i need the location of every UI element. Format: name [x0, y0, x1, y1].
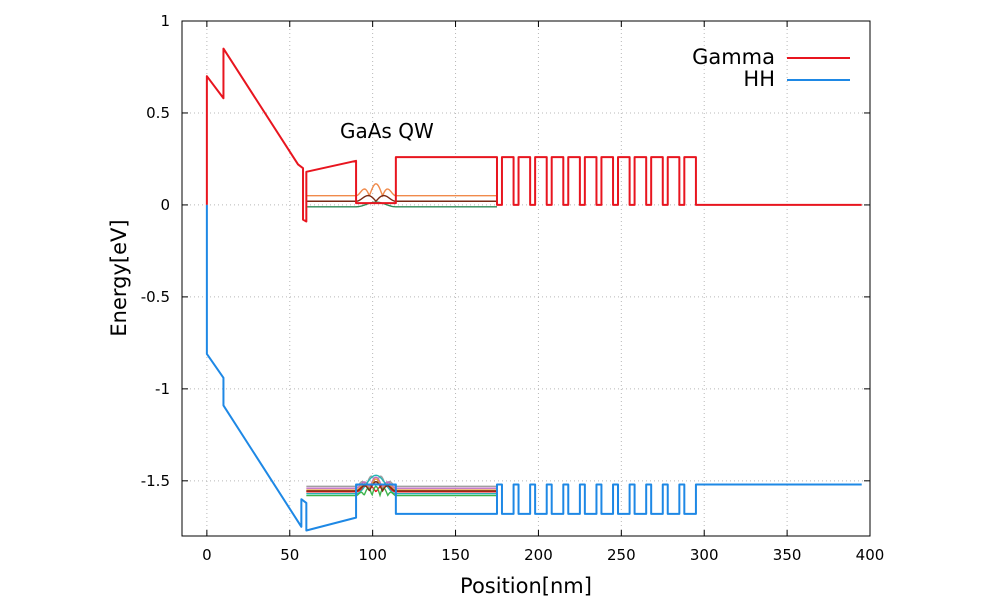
hole-state-line [306, 485, 497, 498]
hole-state-line [306, 475, 497, 488]
grid [182, 20, 871, 536]
x-tick-label: 0 [202, 546, 212, 564]
hole-state-line [306, 474, 497, 495]
hole-state-line [306, 476, 497, 490]
y-tick-label: 1 [160, 12, 170, 30]
legend-label-gamma: Gamma [692, 45, 775, 69]
y-tick-label: 0 [160, 196, 170, 214]
electron-state-line [306, 201, 497, 208]
legend: Gamma HH [692, 45, 850, 91]
axis-ticks: 0 50 100 150 200 250 300 350 400 1 0.5 0 -0.5 -1 -1.5 [141, 12, 885, 564]
hole-state-line [306, 478, 497, 492]
x-tick-label: 250 [607, 546, 636, 564]
x-tick-label: 350 [773, 546, 802, 564]
y-axis-title: Energy[eV] [107, 219, 131, 336]
series-line-hh [205, 204, 862, 532]
x-axis-title: Position[nm] [460, 574, 592, 598]
x-tick-label: 150 [441, 546, 470, 564]
hole-state-line [306, 484, 497, 493]
y-tick-label: -0.5 [141, 288, 170, 306]
x-tick-label: 400 [856, 546, 885, 564]
y-tick-label: -1.5 [141, 472, 170, 490]
legend-label-hh: HH [743, 67, 775, 91]
x-tick-label: 100 [358, 546, 387, 564]
electron-state-line [306, 194, 497, 202]
hole-state-line [306, 481, 497, 493]
y-tick-label: 0.5 [146, 104, 170, 122]
subband-states [306, 183, 497, 498]
plot-frame [181, 20, 871, 537]
series-line-gamma [205, 47, 862, 223]
x-tick-label: 50 [280, 546, 299, 564]
y-tick-label: -1 [155, 380, 170, 398]
x-tick-label: 200 [524, 546, 553, 564]
series-lines [205, 47, 862, 532]
electron-state-line [306, 183, 497, 198]
x-tick-label: 300 [690, 546, 719, 564]
annotation-gaas-qw: GaAs QW [340, 119, 434, 143]
